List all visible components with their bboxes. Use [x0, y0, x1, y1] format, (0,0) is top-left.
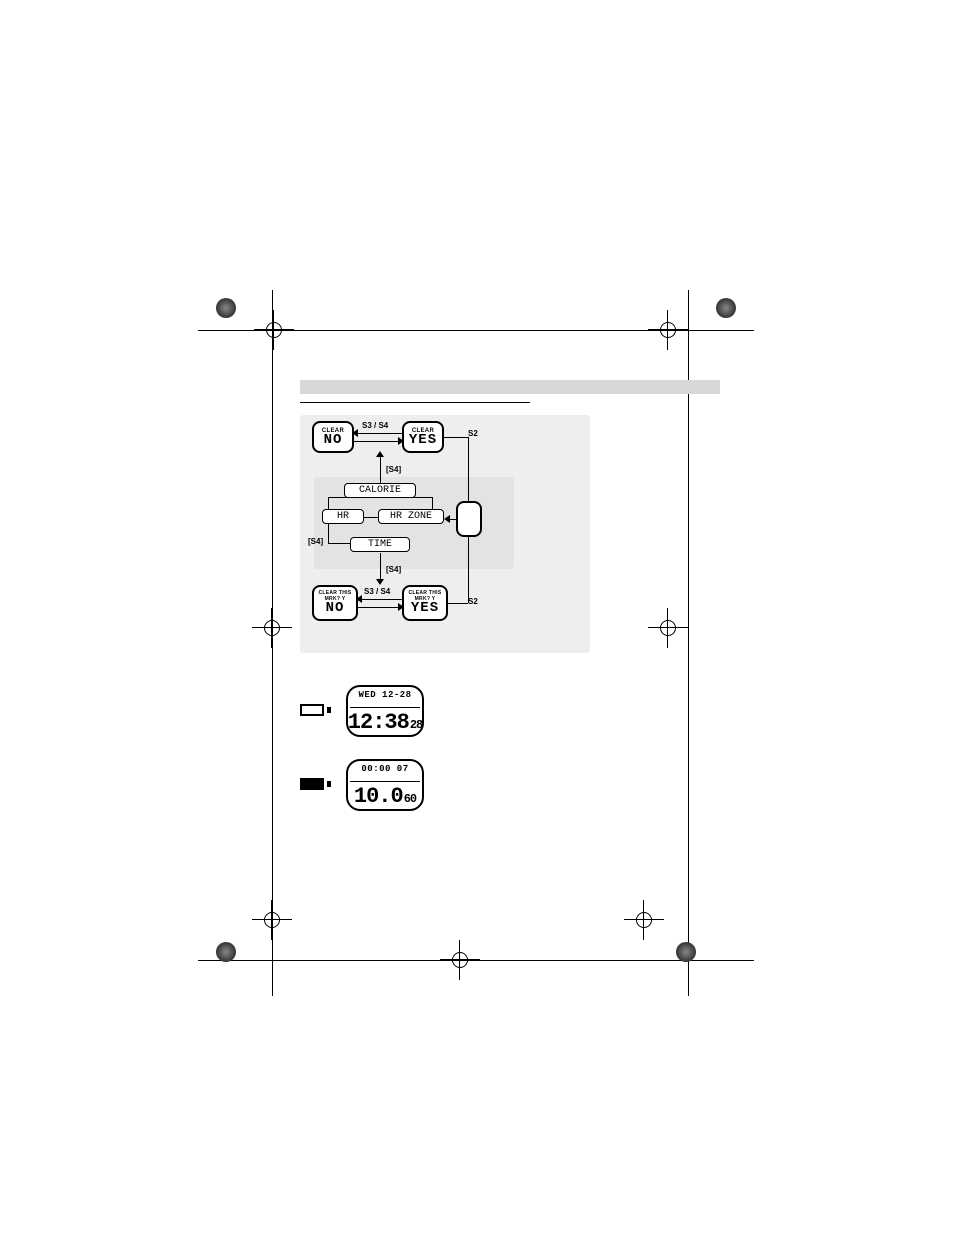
lcd-top-line: WED 12-28	[352, 690, 418, 700]
node-clear-no: CLEAR NO	[312, 421, 354, 453]
node-clear-yes: CLEAR YES	[402, 421, 444, 453]
lcd-top-line: 00:00 07	[352, 764, 418, 774]
lcd-main-line: 10.0 60	[352, 788, 418, 807]
edge-label-s4-b: [S4]	[308, 537, 323, 546]
document-page: CLEAR NO CLEAR YES S3 / S4 S2 [S4] CALOR…	[300, 380, 720, 811]
flow-diagram: CLEAR NO CLEAR YES S3 / S4 S2 [S4] CALOR…	[300, 415, 590, 653]
node-clear-this-no: CLEAR THIS MRK? Y NO	[312, 585, 358, 621]
lcd-sub: 60	[404, 794, 416, 804]
edge-label-s4-a: [S4]	[386, 465, 401, 474]
edge-label-s2-bot: S2	[468, 597, 478, 606]
edge-label-s3s4-top: S3 / S4	[362, 421, 388, 430]
lcd-time: 12:38	[348, 714, 409, 733]
section-header-bar	[300, 380, 720, 394]
node-clear-this-yes: CLEAR THIS MRK? Y YES	[402, 585, 448, 621]
battery-empty-icon	[300, 704, 328, 718]
watch-display-2: 00:00 07 10.0 60	[300, 759, 720, 811]
node-value: YES	[411, 602, 439, 615]
watch-display-1: WED 12-28 12:38 28	[300, 685, 720, 737]
node-blank	[456, 501, 482, 537]
edge-label-s4-c: [S4]	[386, 565, 401, 574]
node-value: NO	[324, 434, 343, 447]
node-calorie: CALORIE	[344, 483, 416, 498]
lcd-seconds: 28	[410, 720, 422, 730]
lcd-value: 10.0	[354, 788, 403, 807]
edge-label-s2-top: S2	[468, 429, 478, 438]
lcd-screen-2: 00:00 07 10.0 60	[346, 759, 424, 811]
lcd-main-line: 12:38 28	[352, 714, 418, 733]
node-hr: HR	[322, 509, 364, 524]
node-time: TIME	[350, 537, 410, 552]
edge-label-s3s4-bot: S3 / S4	[364, 587, 390, 596]
node-value: NO	[326, 602, 345, 615]
battery-full-icon	[300, 778, 328, 792]
section-subheader-rule	[300, 402, 530, 403]
node-hr-zone: HR ZONE	[378, 509, 444, 524]
lcd-screen-1: WED 12-28 12:38 28	[346, 685, 424, 737]
node-value: YES	[409, 434, 437, 447]
